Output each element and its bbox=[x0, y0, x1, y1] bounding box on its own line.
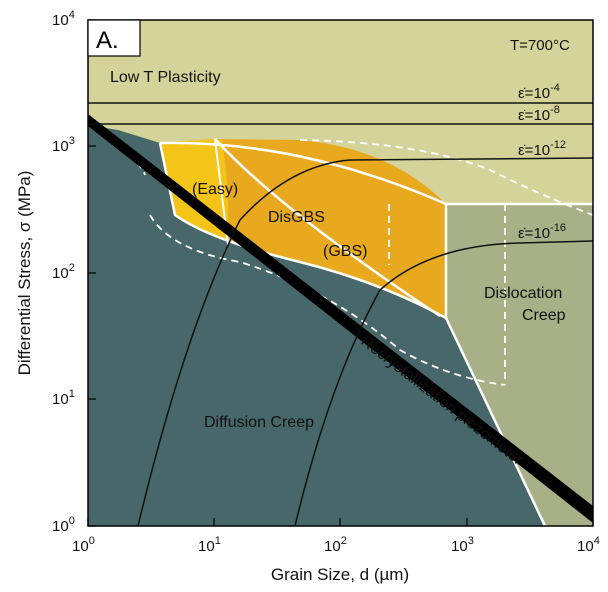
x-tick-label-3: 103 bbox=[451, 535, 474, 555]
x-tick-label-4: 104 bbox=[577, 535, 600, 555]
piezometer-band bbox=[88, 114, 593, 523]
low-t-plasticity-label: Low T Plasticity bbox=[110, 69, 221, 86]
x-tick-label-2: 102 bbox=[324, 535, 347, 555]
boundary-dislocation-diffusion bbox=[444, 317, 547, 526]
dislocation-label-line2: Creep bbox=[522, 307, 566, 324]
plot-area bbox=[88, 20, 593, 526]
y-tick-label-1: 101 bbox=[52, 388, 75, 408]
gbs-label: (GBS) bbox=[323, 243, 367, 260]
dislocation-label-line1: Dislocation bbox=[484, 285, 562, 302]
y-tick-label-0: 100 bbox=[52, 515, 75, 535]
panel-label: A. bbox=[96, 27, 119, 54]
disgbs-field bbox=[155, 139, 446, 318]
strain-rate-curve-1e-12 bbox=[137, 157, 593, 526]
disgbs-label: DisGBS bbox=[268, 209, 325, 226]
x-axis-label: Grain Size, d (µm) bbox=[271, 565, 409, 584]
x-tick-label-1: 101 bbox=[198, 535, 221, 555]
temperature-label: T=700°C bbox=[510, 37, 570, 54]
boundary-diffusion-top bbox=[158, 142, 447, 320]
strain-rate-curve-1e-16 bbox=[294, 240, 593, 526]
diffusion-creep-label: Diffusion Creep bbox=[204, 414, 314, 431]
dashed-boundary-upper bbox=[299, 139, 593, 216]
strain-rate-label-1e-16: ε̇=10-16 bbox=[518, 222, 566, 242]
panel-label-box bbox=[87, 19, 141, 57]
boundary-gbs bbox=[214, 138, 441, 318]
y-axis-label: Differential Stress, σ (MPa) bbox=[15, 171, 34, 376]
x-tick-label-0: 100 bbox=[72, 535, 95, 555]
y-tick-label-2: 102 bbox=[52, 262, 75, 282]
axis-ticks bbox=[87, 19, 594, 527]
y-tick-label-4: 104 bbox=[52, 9, 75, 29]
y-tick-label-3: 103 bbox=[52, 135, 75, 155]
easy-label: (Easy) bbox=[192, 181, 238, 198]
strain-rate-label-1e-12: ε̇=10-12 bbox=[518, 139, 566, 159]
strain-rate-label-1e-8: ε̇=10-8 bbox=[518, 104, 560, 124]
diffusion-creep-field bbox=[88, 125, 545, 526]
boundary-disgbs-top bbox=[159, 141, 447, 206]
strain-rate-label-1e-4: ε̇=10-4 bbox=[518, 82, 560, 102]
